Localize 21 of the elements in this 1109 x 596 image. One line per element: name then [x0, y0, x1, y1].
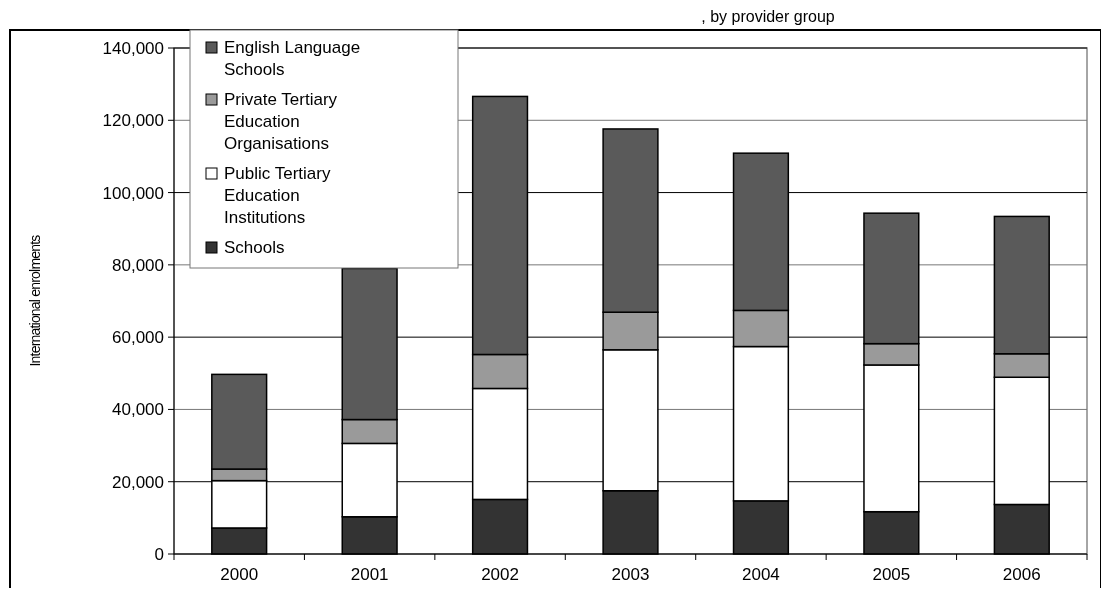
y-tick-label: 80,000	[112, 255, 164, 275]
x-tick-label: 2006	[1002, 565, 1041, 584]
legend-label: English Language Schools	[224, 38, 361, 79]
x-tick-label: 2003	[611, 565, 650, 584]
x-tick-label: 2001	[350, 565, 389, 584]
legend-label: Private Tertiary Education Organisations	[224, 90, 338, 153]
y-tick-label: 120,000	[102, 111, 164, 131]
y-tick-label: 40,000	[112, 400, 164, 420]
x-tick-label: 2004	[742, 565, 780, 584]
x-tick-label: 2005	[872, 565, 911, 584]
y-tick-label: 0	[154, 544, 164, 564]
y-axis-title: International enrolments	[27, 234, 43, 367]
y-tick-label: 100,000	[102, 183, 164, 203]
chart-title: , by provider group	[701, 8, 835, 25]
x-tick-label: 2000	[220, 565, 259, 584]
y-tick-label: 140,000	[102, 38, 164, 58]
legend-label: Schools	[224, 238, 285, 257]
y-tick-label: 20,000	[112, 472, 164, 492]
y-tick-label: 60,000	[112, 328, 164, 348]
x-tick-label: 2002	[481, 565, 519, 584]
legend-label: Public Tertiary Education Institutions	[224, 164, 331, 227]
